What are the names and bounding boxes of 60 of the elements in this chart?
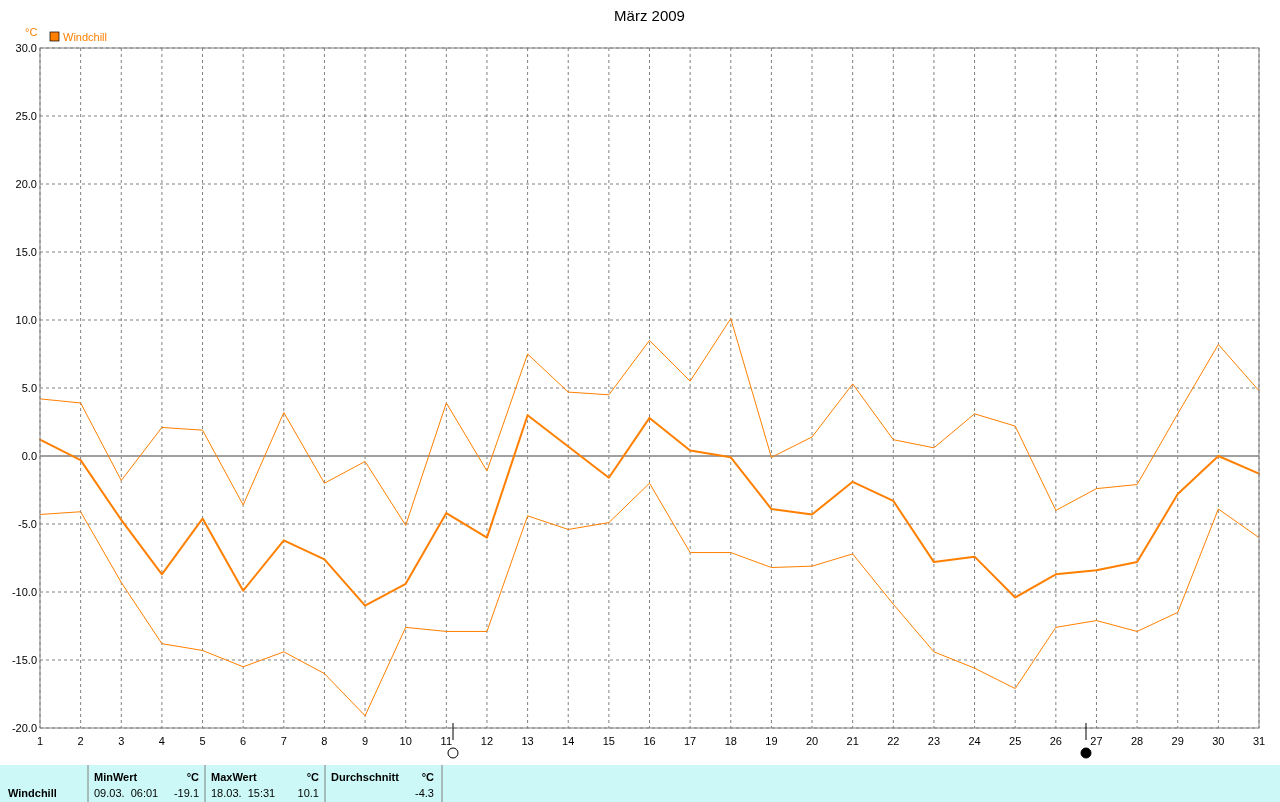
x-tick-label: 24 — [968, 735, 981, 747]
x-tick-label: 31 — [1252, 735, 1266, 747]
x-tick-label: 8 — [321, 735, 328, 747]
y-tick-label: -20.0 — [11, 722, 37, 734]
line-series — [39, 414, 1260, 607]
x-tick-label: 9 — [362, 735, 369, 747]
y-tick-label: 30.0 — [15, 42, 37, 54]
x-tick-label: 16 — [643, 735, 656, 747]
y-tick-label: -5.0 — [18, 518, 37, 530]
text: Durchschnitt — [331, 771, 400, 783]
y-tick-label: 15.0 — [15, 246, 37, 258]
text: 10.1 — [297, 787, 319, 799]
y-tick-label: -15.0 — [11, 654, 37, 666]
line-series — [39, 318, 1260, 526]
y-tick-label: 25.0 — [15, 110, 37, 122]
y-tick-label: -10.0 — [11, 586, 37, 598]
text: MinWert — [94, 771, 138, 783]
text: -4.3 — [415, 787, 434, 799]
text: °C — [186, 771, 200, 783]
text: 09.03. 06:01 — [94, 787, 159, 799]
x-tick-label: 26 — [1049, 735, 1062, 747]
x-tick-label: 14 — [562, 735, 575, 747]
x-tick-label: 10 — [399, 735, 412, 747]
x-tick-label: 15 — [602, 735, 615, 747]
x-tick-label: 19 — [765, 735, 778, 747]
x-tick-label: 25 — [1009, 735, 1022, 747]
x-tick-label: 29 — [1171, 735, 1184, 747]
x-tick-label: 28 — [1130, 735, 1144, 747]
x-tick-label: 27 — [1090, 735, 1103, 747]
line-series — [39, 482, 1260, 717]
x-tick-label: 22 — [887, 735, 900, 747]
y-tick-label: 20.0 — [15, 178, 37, 190]
x-tick-label: 21 — [846, 735, 859, 747]
y-tick-label: 0.0 — [21, 450, 37, 462]
x-tick-label: 11 — [440, 735, 453, 747]
x-tick-label: 5 — [199, 735, 206, 747]
text: -19.1 — [173, 787, 199, 799]
x-tick-label: 7 — [280, 735, 287, 747]
x-tick-label: 23 — [927, 735, 941, 747]
x-tick-label: 20 — [805, 735, 819, 747]
x-tick-label: 2 — [77, 735, 84, 747]
x-tick-label: 4 — [158, 735, 165, 747]
x-tick-label: 12 — [480, 735, 494, 747]
x-tick-label: 3 — [118, 735, 125, 747]
x-tick-label: 13 — [521, 735, 534, 747]
text: °C — [421, 771, 435, 783]
legend-label: Windchill — [63, 31, 108, 43]
text: Windchill — [8, 787, 57, 799]
x-tick-label: 1 — [36, 735, 44, 747]
text: 18.03. 15:31 — [211, 787, 276, 799]
chart-title: März 2009 — [614, 7, 685, 24]
x-tick-label: 17 — [684, 735, 697, 747]
x-tick-label: 6 — [240, 735, 247, 747]
y-tick-label: 5.0 — [21, 382, 37, 394]
y-axis-title: °C — [25, 26, 38, 38]
x-tick-label: 30 — [1212, 735, 1225, 747]
x-tick-label: 18 — [724, 735, 737, 747]
y-tick-label: 10.0 — [15, 314, 37, 326]
text: MaxWert — [211, 771, 257, 783]
text: °C — [306, 771, 320, 783]
